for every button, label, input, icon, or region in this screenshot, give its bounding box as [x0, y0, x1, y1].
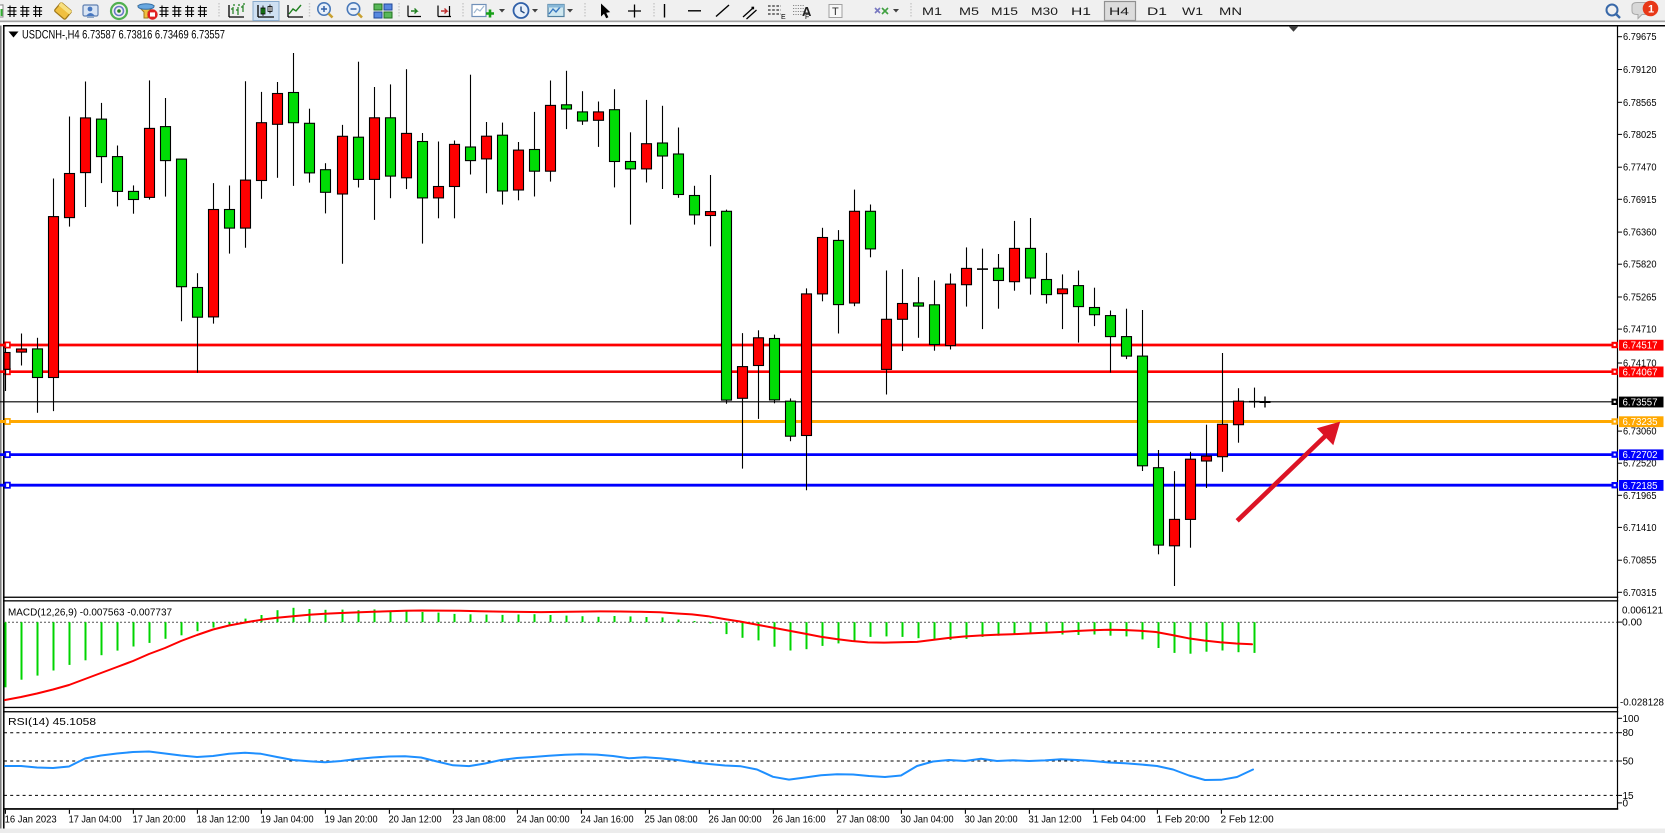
- svg-text:M1: M1: [922, 6, 942, 18]
- svg-text:W1: W1: [1182, 6, 1203, 18]
- svg-text:31 Jan 12:00: 31 Jan 12:00: [1029, 814, 1082, 825]
- svg-text:24 Jan 00:00: 24 Jan 00:00: [517, 814, 570, 825]
- svg-text:6.75265: 6.75265: [1623, 293, 1657, 304]
- svg-text:17 Jan 20:00: 17 Jan 20:00: [133, 814, 186, 825]
- svg-text:6.73235: 6.73235: [1623, 417, 1658, 428]
- svg-text:25 Jan 08:00: 25 Jan 08:00: [645, 814, 698, 825]
- svg-text:24 Jan 16:00: 24 Jan 16:00: [581, 814, 634, 825]
- svg-text:F: F: [805, 14, 809, 21]
- svg-text:26 Jan 00:00: 26 Jan 00:00: [709, 814, 762, 825]
- svg-text:18 Jan 12:00: 18 Jan 12:00: [197, 814, 250, 825]
- svg-text:50: 50: [1623, 757, 1635, 768]
- svg-text:H4: H4: [1109, 6, 1129, 18]
- svg-text:2 Feb 12:00: 2 Feb 12:00: [1221, 814, 1274, 825]
- svg-text:RSI(14) 45.1058: RSI(14) 45.1058: [8, 716, 96, 728]
- svg-text:0.006121: 0.006121: [1622, 606, 1663, 617]
- svg-text:6.78025: 6.78025: [1623, 130, 1657, 141]
- svg-text:E: E: [781, 14, 786, 21]
- svg-text:6.74710: 6.74710: [1623, 325, 1657, 336]
- svg-text:17 Jan 04:00: 17 Jan 04:00: [69, 814, 122, 825]
- svg-text:19 Jan 20:00: 19 Jan 20:00: [325, 814, 378, 825]
- svg-text:1: 1: [1648, 4, 1654, 16]
- svg-text:6.79120: 6.79120: [1623, 65, 1657, 76]
- svg-text:0: 0: [1623, 798, 1629, 809]
- svg-text:27 Jan 08:00: 27 Jan 08:00: [837, 814, 890, 825]
- svg-text:6.73557: 6.73557: [1623, 397, 1658, 408]
- svg-text:6.70315: 6.70315: [1623, 588, 1657, 599]
- svg-text:1 Feb 04:00: 1 Feb 04:00: [1093, 814, 1146, 825]
- svg-text:6.79675: 6.79675: [1623, 32, 1657, 43]
- svg-text:19 Jan 04:00: 19 Jan 04:00: [261, 814, 314, 825]
- svg-text:H1: H1: [1071, 6, 1091, 18]
- svg-text:20 Jan 12:00: 20 Jan 12:00: [389, 814, 442, 825]
- svg-text:D1: D1: [1147, 6, 1167, 18]
- svg-text:6.77470: 6.77470: [1623, 163, 1657, 174]
- svg-text:6.74517: 6.74517: [1623, 341, 1658, 352]
- svg-text:6.71410: 6.71410: [1623, 523, 1657, 534]
- svg-text:15: 15: [1623, 791, 1635, 802]
- svg-text:MN: MN: [1219, 6, 1242, 18]
- svg-text:6.72185: 6.72185: [1623, 481, 1658, 492]
- svg-text:6.74067: 6.74067: [1623, 367, 1658, 378]
- svg-text:MACD(12,26,9) -0.007563 -0.007: MACD(12,26,9) -0.007563 -0.007737: [8, 606, 172, 618]
- svg-text:1 Feb 20:00: 1 Feb 20:00: [1157, 814, 1210, 825]
- svg-text:23 Jan 08:00: 23 Jan 08:00: [453, 814, 506, 825]
- svg-text:16 Jan 2023: 16 Jan 2023: [5, 814, 57, 825]
- svg-text:A: A: [802, 4, 812, 19]
- svg-text:80: 80: [1623, 728, 1635, 739]
- svg-text:6.75820: 6.75820: [1623, 260, 1657, 271]
- svg-text:-0.028128: -0.028128: [1620, 698, 1664, 709]
- svg-text:6.72520: 6.72520: [1623, 459, 1657, 470]
- svg-text:USDCNH-,H4 6.73587 6.73816 6.: USDCNH-,H4 6.73587 6.73816 6.73469 6.735…: [22, 28, 225, 42]
- svg-text:M5: M5: [959, 6, 979, 18]
- svg-text:6.71965: 6.71965: [1623, 491, 1657, 502]
- svg-text:6.76915: 6.76915: [1623, 195, 1657, 206]
- svg-text:M30: M30: [1031, 6, 1058, 18]
- svg-text:0.00: 0.00: [1622, 618, 1642, 629]
- svg-text:T: T: [832, 6, 839, 18]
- svg-text:6.70855: 6.70855: [1623, 556, 1657, 567]
- svg-text:30 Jan 20:00: 30 Jan 20:00: [965, 814, 1018, 825]
- svg-text:M15: M15: [991, 6, 1018, 18]
- svg-text:26 Jan 16:00: 26 Jan 16:00: [773, 814, 826, 825]
- svg-text:6.74170: 6.74170: [1623, 359, 1657, 370]
- svg-text:100: 100: [1623, 714, 1640, 725]
- svg-text:6.78565: 6.78565: [1623, 98, 1657, 109]
- svg-text:6.73060: 6.73060: [1623, 427, 1657, 438]
- svg-text:30 Jan 04:00: 30 Jan 04:00: [901, 814, 954, 825]
- svg-text:6.72702: 6.72702: [1623, 450, 1658, 461]
- svg-text:6.76360: 6.76360: [1623, 228, 1657, 239]
